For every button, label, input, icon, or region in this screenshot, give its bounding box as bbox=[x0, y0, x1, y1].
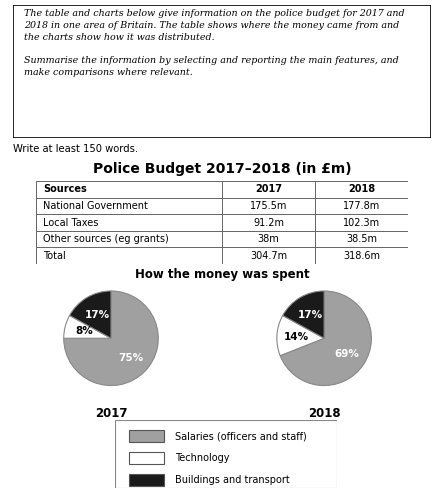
Text: Write at least 150 words.: Write at least 150 words. bbox=[13, 144, 139, 153]
Bar bbox=[222, 214, 315, 231]
Bar bbox=[36, 198, 222, 214]
Bar bbox=[129, 452, 164, 464]
Text: Sources: Sources bbox=[43, 185, 87, 194]
FancyBboxPatch shape bbox=[13, 5, 431, 138]
Text: Local Taxes: Local Taxes bbox=[43, 218, 99, 227]
Text: 102.3m: 102.3m bbox=[343, 218, 381, 227]
Text: 175.5m: 175.5m bbox=[250, 201, 287, 211]
Text: 69%: 69% bbox=[334, 349, 359, 359]
Wedge shape bbox=[283, 291, 324, 339]
Bar bbox=[222, 181, 315, 198]
Text: Technology: Technology bbox=[175, 453, 230, 463]
Bar bbox=[222, 198, 315, 214]
Wedge shape bbox=[280, 291, 371, 385]
Bar bbox=[36, 181, 222, 198]
Wedge shape bbox=[70, 291, 111, 339]
Text: 38.5m: 38.5m bbox=[346, 234, 377, 244]
Text: Buildings and transport: Buildings and transport bbox=[175, 475, 290, 485]
Text: 2017: 2017 bbox=[95, 407, 127, 420]
Bar bbox=[315, 231, 408, 247]
Text: 91.2m: 91.2m bbox=[253, 218, 284, 227]
Text: 318.6m: 318.6m bbox=[343, 251, 381, 261]
Bar bbox=[36, 247, 222, 264]
Wedge shape bbox=[277, 315, 324, 356]
Bar bbox=[315, 214, 408, 231]
Text: National Government: National Government bbox=[43, 201, 148, 211]
Text: 14%: 14% bbox=[284, 331, 309, 342]
Bar bbox=[222, 247, 315, 264]
Text: The table and charts below give information on the police budget for 2017 and
20: The table and charts below give informat… bbox=[24, 9, 404, 77]
Text: Salaries (officers and staff): Salaries (officers and staff) bbox=[175, 431, 307, 441]
Bar bbox=[315, 247, 408, 264]
Text: 17%: 17% bbox=[297, 310, 323, 320]
Text: 2017: 2017 bbox=[255, 185, 282, 194]
Bar bbox=[36, 214, 222, 231]
Bar bbox=[36, 231, 222, 247]
Text: 2018: 2018 bbox=[348, 185, 376, 194]
Bar bbox=[315, 181, 408, 198]
Text: 75%: 75% bbox=[118, 353, 143, 363]
Text: 38m: 38m bbox=[258, 234, 279, 244]
Text: Police Budget 2017–2018 (in £m): Police Budget 2017–2018 (in £m) bbox=[93, 162, 351, 176]
Bar bbox=[222, 231, 315, 247]
Text: 8%: 8% bbox=[75, 326, 93, 337]
Text: Other sources (eg grants): Other sources (eg grants) bbox=[43, 234, 169, 244]
FancyBboxPatch shape bbox=[115, 420, 337, 488]
Text: How the money was spent: How the money was spent bbox=[135, 268, 309, 281]
Text: 177.8m: 177.8m bbox=[343, 201, 381, 211]
Text: Total: Total bbox=[43, 251, 66, 261]
Text: 17%: 17% bbox=[84, 310, 110, 320]
Wedge shape bbox=[64, 291, 158, 385]
Bar bbox=[129, 474, 164, 486]
Bar bbox=[129, 430, 164, 443]
Text: 2018: 2018 bbox=[308, 407, 341, 420]
Text: 304.7m: 304.7m bbox=[250, 251, 287, 261]
Wedge shape bbox=[64, 315, 111, 339]
Bar bbox=[315, 198, 408, 214]
